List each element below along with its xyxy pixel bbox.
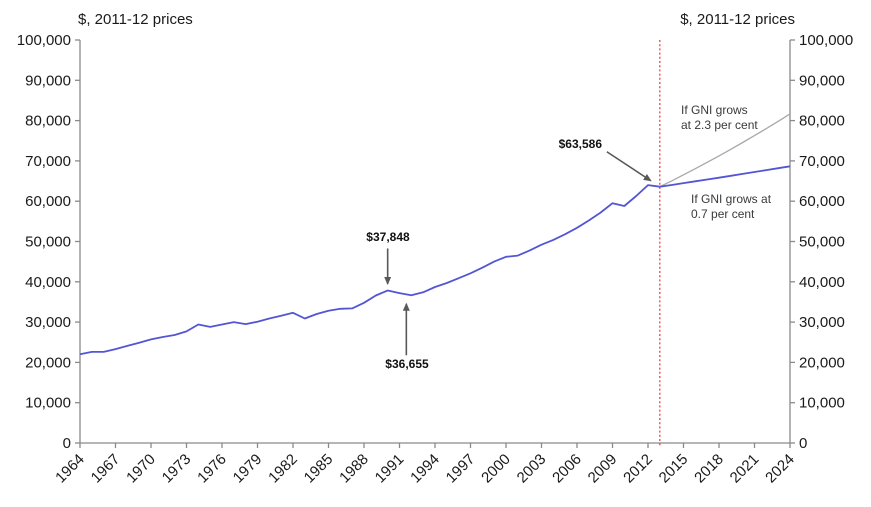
y-axis-right-tick-label: 40,000 xyxy=(799,274,845,291)
x-axis-tick-label: 1967 xyxy=(88,451,124,487)
x-axis-tick-label: 2000 xyxy=(478,451,514,487)
y-axis-left-tick-label: 80,000 xyxy=(25,113,71,130)
annotation-trough-value: $36,655 xyxy=(385,357,429,371)
y-axis-right-tick-label: 80,000 xyxy=(799,113,845,130)
high-growth-note-line1: If GNI grows xyxy=(681,103,748,117)
x-axis-tick-label: 1973 xyxy=(159,451,195,487)
annotation-final-actual-value: $63,586 xyxy=(558,137,602,151)
y-axis-left-tick-label: 0 xyxy=(63,435,71,452)
projection-high-line xyxy=(659,113,791,188)
y-axis-left-tick-label: 70,000 xyxy=(25,153,71,170)
left-axis-title: $, 2011-12 prices xyxy=(78,11,193,28)
annotation-peak-value: $37,848 xyxy=(366,230,410,244)
x-axis-tick-label: 1988 xyxy=(336,451,372,487)
y-axis-left-tick-label: 10,000 xyxy=(25,395,71,412)
right-axis-title: $, 2011-12 prices xyxy=(680,11,795,28)
x-axis-tick-label: 1979 xyxy=(230,451,266,487)
high-growth-note-line2: at 2.3 per cent xyxy=(681,118,758,132)
x-axis-tick-label: 1970 xyxy=(123,451,159,487)
x-axis-tick-label: 1964 xyxy=(52,451,88,487)
y-axis-left-tick-label: 100,000 xyxy=(17,32,71,49)
y-axis-right-tick-label: 10,000 xyxy=(799,395,845,412)
y-axis-right-tick-label: 0 xyxy=(799,435,807,452)
y-axis-right-tick-label: 20,000 xyxy=(799,354,845,371)
y-axis-left-tick-label: 50,000 xyxy=(25,234,71,251)
x-axis-tick-label: 2009 xyxy=(585,451,621,487)
x-axis-tick-label: 1991 xyxy=(372,451,408,487)
y-axis-left-tick-label: 60,000 xyxy=(25,193,71,210)
y-axis-left-tick-label: 90,000 xyxy=(25,72,71,89)
y-axis-left-tick-label: 20,000 xyxy=(25,354,71,371)
low-growth-note-line2: 0.7 per cent xyxy=(691,207,755,221)
x-axis-tick-label: 2024 xyxy=(762,451,798,487)
y-axis-right-tick-label: 90,000 xyxy=(799,72,845,89)
y-axis-right-tick-label: 100,000 xyxy=(799,32,853,49)
x-axis-tick-label: 2006 xyxy=(549,451,585,487)
x-axis-tick-label: 1985 xyxy=(301,451,337,487)
y-axis-left-tick-label: 40,000 xyxy=(25,274,71,291)
y-axis-right-tick-label: 30,000 xyxy=(799,314,845,331)
low-growth-note: If GNI grows at 0.7 per cent xyxy=(691,192,771,222)
y-axis-left-tick-label: 30,000 xyxy=(25,314,71,331)
x-axis-tick-label: 1976 xyxy=(194,451,230,487)
x-axis-tick-label: 1994 xyxy=(407,451,443,487)
x-axis-tick-label: 1997 xyxy=(443,451,479,487)
axis-frame xyxy=(79,40,791,444)
projection-low-line xyxy=(659,165,791,188)
annotation-arrow-final xyxy=(606,151,652,182)
x-axis-tick-label: 2018 xyxy=(691,451,727,487)
low-growth-note-line1: If GNI grows at xyxy=(691,192,772,206)
y-axis-right-tick-label: 50,000 xyxy=(799,234,845,251)
y-axis-right-tick-label: 60,000 xyxy=(799,193,845,210)
x-axis-tick-label: 1982 xyxy=(265,451,301,487)
x-axis-tick-label: 2003 xyxy=(514,451,550,487)
gni-actual-line xyxy=(79,184,660,356)
high-growth-note: If GNI grows at 2.3 per cent xyxy=(681,103,758,133)
y-axis-right-tick-label: 70,000 xyxy=(799,153,845,170)
x-axis-tick-label: 2015 xyxy=(656,451,692,487)
x-axis-tick-label: 2021 xyxy=(727,451,763,487)
x-axis-tick-label: 2012 xyxy=(620,451,656,487)
